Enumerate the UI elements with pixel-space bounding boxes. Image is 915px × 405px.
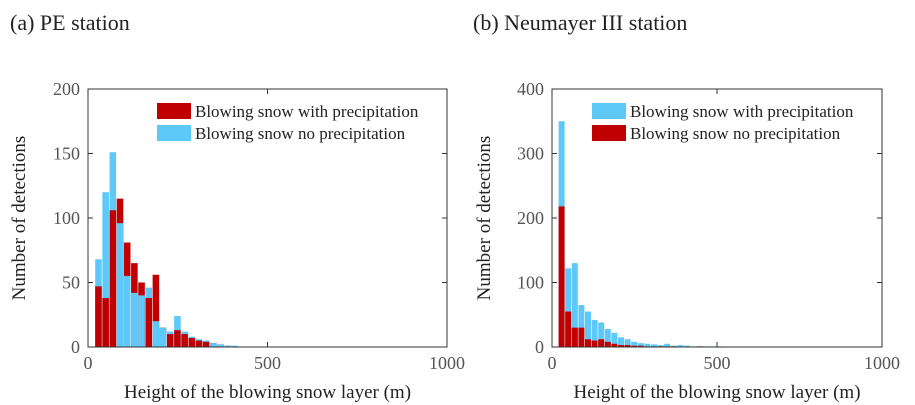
- x-tick-label: 500: [704, 353, 731, 373]
- bar: [591, 319, 598, 347]
- panel-title: (a) PE station: [10, 10, 130, 35]
- bar: [578, 327, 585, 347]
- legend-swatch: [157, 125, 191, 141]
- y-tick-label: 0: [71, 337, 80, 357]
- bar: [102, 192, 109, 347]
- bar: [131, 292, 138, 347]
- bar: [618, 337, 624, 347]
- x-tick-label: 1000: [864, 353, 900, 373]
- x-tick-label: 500: [254, 353, 281, 373]
- bar: [123, 276, 131, 347]
- bar: [677, 345, 684, 347]
- legend-label: Blowing snow no precipitation: [630, 124, 841, 143]
- bar: [558, 206, 565, 347]
- bar: [598, 322, 605, 347]
- x-axis-label: Height of the blowing snow layer (m): [124, 382, 411, 403]
- bar: [578, 305, 585, 347]
- bar: [181, 334, 188, 347]
- y-tick-label: 200: [517, 208, 544, 228]
- bar: [145, 297, 153, 347]
- legend-label: Blowing snow with precipitation: [195, 102, 419, 121]
- legend-swatch: [157, 103, 191, 119]
- bar: [604, 341, 611, 347]
- y-tick-label: 100: [517, 273, 544, 293]
- y-tick-label: 150: [53, 144, 80, 164]
- bar: [217, 344, 224, 347]
- bar: [138, 295, 145, 347]
- x-tick-label: 1000: [429, 353, 465, 373]
- bar: [664, 343, 671, 347]
- bar: [624, 345, 631, 347]
- y-axis-label: Number of detections: [9, 136, 30, 301]
- x-tick-label: 0: [84, 353, 93, 373]
- bar: [224, 345, 231, 347]
- bar: [202, 341, 210, 347]
- bar: [159, 327, 167, 347]
- legend-label: Blowing snow with precipitation: [630, 102, 854, 121]
- y-tick-label: 400: [517, 79, 544, 99]
- bar: [152, 274, 160, 347]
- bar: [631, 341, 638, 347]
- bar: [670, 345, 677, 347]
- legend-swatch: [592, 125, 626, 141]
- bar: [604, 328, 611, 347]
- y-tick-label: 300: [517, 144, 544, 164]
- bar: [684, 345, 690, 347]
- bar: [637, 345, 644, 347]
- bar: [631, 345, 638, 347]
- x-tick-label: 0: [548, 353, 557, 373]
- y-axis-label: Number of detections: [474, 136, 495, 301]
- bar: [611, 332, 618, 347]
- bar: [109, 210, 117, 347]
- bar: [571, 327, 578, 347]
- bar: [188, 337, 196, 347]
- bar: [644, 343, 651, 347]
- bar: [624, 339, 631, 347]
- bar: [585, 311, 591, 347]
- bar: [657, 345, 664, 347]
- bar: [102, 297, 109, 347]
- y-tick-label: 50: [62, 273, 80, 293]
- bar: [611, 343, 618, 347]
- y-tick-label: 100: [53, 208, 80, 228]
- bar: [598, 339, 605, 347]
- bar: [637, 343, 644, 347]
- panel-title: (b) Neumayer III station: [473, 10, 687, 35]
- bar: [565, 268, 572, 347]
- y-tick-label: 0: [535, 337, 544, 357]
- bar: [231, 345, 239, 347]
- legend-swatch: [592, 103, 626, 119]
- legend-label: Blowing snow no precipitation: [195, 124, 406, 143]
- x-axis-label: Height of the blowing snow layer (m): [573, 382, 860, 403]
- bar: [618, 345, 624, 347]
- bar: [210, 343, 217, 347]
- bar: [95, 286, 102, 347]
- y-tick-label: 200: [53, 79, 80, 99]
- bar: [116, 223, 124, 347]
- bar: [571, 263, 578, 347]
- bar: [195, 340, 203, 347]
- bar: [174, 330, 181, 347]
- bar: [585, 339, 591, 347]
- bar: [591, 340, 598, 347]
- bar: [651, 344, 657, 347]
- bar: [166, 334, 174, 347]
- bar: [565, 311, 572, 347]
- bar: [152, 321, 160, 347]
